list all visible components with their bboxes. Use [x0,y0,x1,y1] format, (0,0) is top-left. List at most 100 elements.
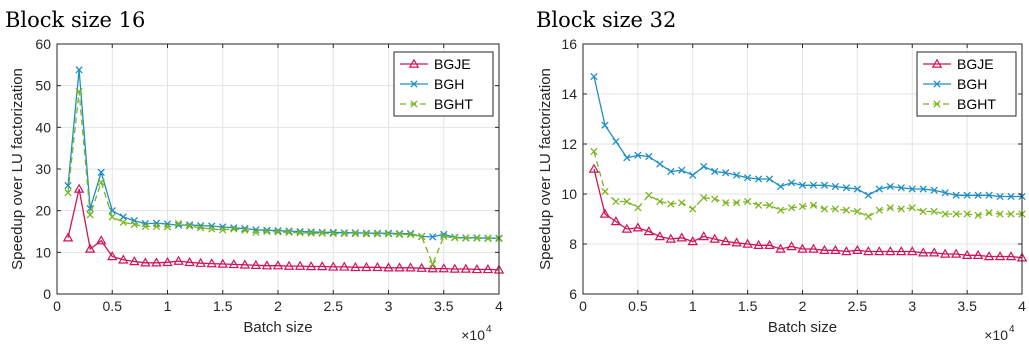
data-point-bght [119,218,127,226]
data-point-bgje [294,260,306,270]
data-point-bgje [764,239,775,249]
data-point-bgje [588,163,600,173]
data-point-bgje [852,244,863,254]
data-point-bgh [996,192,1004,201]
data-point-bgje [449,263,461,273]
data-point-bgh [307,228,315,236]
data-point-bgje [753,239,764,249]
data-point-bght [722,199,730,207]
data-point-bgje [687,236,698,246]
data-point-bght [974,211,982,219]
data-point-bght [886,204,894,212]
y-tick-label: 16 [561,36,577,52]
data-point-bght [252,228,260,236]
data-point-bght [689,205,697,213]
data-point-bgje [118,254,129,264]
legend-item-bght: BGHT [923,96,996,112]
data-point-bght [908,204,916,212]
legend-label: BGHT [957,96,996,112]
data-point-bgje [107,251,118,261]
data-point-bght [484,234,492,243]
data-point-bgje [217,258,228,268]
data-point-bght [263,227,271,236]
data-point-bght [787,204,796,212]
x-tick-label: 4 [1018,298,1026,314]
y-tick-label: 50 [35,78,51,94]
data-point-bgje [819,244,830,254]
data-point-bgje [983,251,995,261]
data-point-bght [351,229,360,238]
data-point-bgh [765,175,774,183]
data-point-bght [108,213,116,221]
data-point-bgje [709,233,720,243]
x-axis-label: Batch size [243,319,312,336]
legend-item-bgh: BGH [923,76,987,92]
data-point-bgje [350,261,361,272]
data-point-bgh [711,167,719,176]
chart-2: Block size 32 0 0.5 1 1.5 2 2.5 3 3.5 4 6 8 10 12 14 16… [536,8,1028,343]
data-point-bgje [162,256,173,267]
data-point-bgje [665,233,677,243]
x-tick-label: 1 [164,298,172,314]
data-point-bgje [173,255,184,265]
data-point-bght [86,211,94,219]
data-point-bgh [285,227,293,235]
series-bght [590,147,1026,221]
data-point-bgh [1007,192,1015,201]
data-point-bght [241,226,249,234]
data-point-bgje [405,262,416,272]
data-point-bgje [994,251,1006,261]
data-point-bght [152,222,161,231]
series-line-bgh [67,69,499,239]
data-point-bgje [885,246,896,256]
x-tick-label: 0.5 [628,298,648,314]
data-point-bght [897,205,905,213]
data-point-bght [667,200,675,208]
data-point-bgje [129,256,140,266]
data-point-bgje [961,249,973,259]
data-point-bght [451,234,459,242]
x-tick-label: 1.5 [213,298,233,314]
data-point-bgje [372,261,383,272]
data-point-bgje [896,246,907,256]
data-point-bgje [939,248,951,258]
data-point-bgje [328,261,339,271]
y-axis-label: Speedup over LU factorization [537,68,554,270]
data-point-bght [963,210,971,218]
data-point-bght [831,205,840,213]
data-point-bght [417,232,426,241]
data-point-bgje [643,226,655,236]
data-point-bgh [656,160,664,168]
data-point-bgh [886,182,894,191]
y-tick-label: 0 [43,286,51,302]
series-line-bght [593,151,1022,218]
data-point-bgje [339,261,350,271]
data-point-bght [985,209,993,217]
legend-label: BGHT [434,96,473,112]
data-point-bght [732,199,741,207]
data-point-bght [996,210,1004,218]
legend-item-bgje: BGJE [923,56,994,72]
x-axis-multiplier-exponent: 4 [1009,324,1015,335]
y-tick-label: 60 [35,36,51,52]
data-point-bght [875,206,883,214]
data-point-bght [97,178,105,186]
data-point-bght [406,230,415,239]
data-point-bgje [698,231,709,241]
x-tick-label: 3.5 [957,298,977,314]
legend: BGJE BGH BGHT [916,51,1017,117]
data-point-bght [230,225,238,233]
y-tick-label: 10 [35,244,51,260]
data-point-bgh [864,191,873,199]
data-point-bght [307,229,315,237]
data-point-bgje [305,261,317,271]
data-point-bght [219,226,227,234]
data-point-bgh [919,185,927,193]
data-point-bght [645,191,653,199]
data-point-bgh [798,181,807,189]
data-point-bght [853,207,862,216]
y-tick-label: 6 [569,286,577,302]
legend-marker [933,80,941,88]
x-tick-label: 4 [495,298,503,314]
data-point-bght [612,197,620,206]
